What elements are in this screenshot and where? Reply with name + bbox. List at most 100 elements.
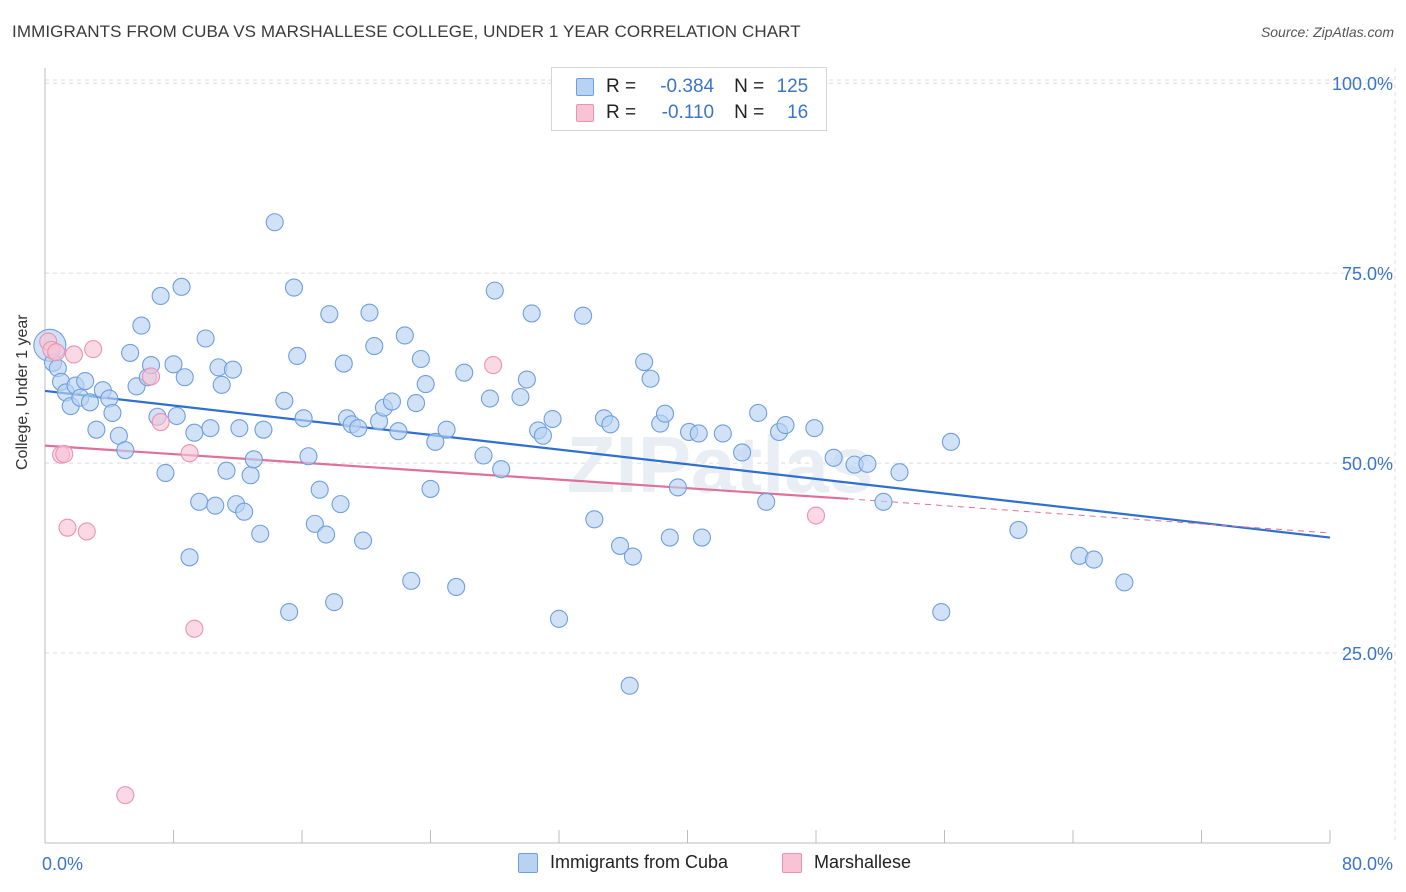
chart-title: IMMIGRANTS FROM CUBA VS MARSHALLESE COLL… bbox=[12, 22, 801, 41]
point-cuba bbox=[275, 391, 294, 410]
point-cuba bbox=[305, 514, 324, 533]
point-cuba bbox=[365, 337, 384, 356]
point-cuba bbox=[805, 419, 824, 438]
point-marshallese bbox=[77, 522, 96, 541]
point-cuba bbox=[206, 496, 225, 515]
point-marshallese bbox=[484, 356, 503, 375]
point-cuba bbox=[941, 432, 960, 451]
point-cuba bbox=[395, 326, 414, 345]
point-cuba bbox=[265, 213, 284, 232]
legend-r-label: R = bbox=[606, 76, 637, 97]
point-cuba bbox=[217, 461, 236, 480]
point-cuba bbox=[288, 346, 307, 366]
point-cuba bbox=[185, 423, 204, 442]
point-cuba bbox=[692, 528, 712, 547]
point-cuba bbox=[167, 406, 186, 426]
point-marshallese bbox=[116, 786, 135, 805]
point-cuba bbox=[1009, 520, 1028, 540]
point-cuba bbox=[623, 547, 642, 566]
point-cuba bbox=[485, 281, 504, 300]
point-cuba bbox=[230, 419, 249, 438]
legend-r-value: -0.110 bbox=[661, 102, 715, 123]
point-cuba bbox=[533, 426, 552, 445]
point-cuba bbox=[201, 419, 220, 438]
point-cuba bbox=[601, 415, 620, 434]
point-cuba bbox=[406, 394, 426, 413]
point-cuba bbox=[411, 349, 430, 369]
point-cuba bbox=[776, 416, 795, 435]
point-cuba bbox=[235, 502, 254, 521]
gridlines bbox=[45, 68, 1396, 843]
point-cuba bbox=[254, 420, 273, 439]
point-cuba bbox=[196, 329, 215, 348]
point-cuba bbox=[480, 389, 499, 408]
point-marshallese bbox=[64, 345, 83, 364]
point-cuba bbox=[668, 478, 687, 497]
point-cuba bbox=[585, 510, 604, 529]
x-tick-label-max: 80.0% bbox=[1342, 854, 1393, 874]
point-marshallese bbox=[806, 506, 826, 525]
series-label-cuba: Immigrants from Cuba bbox=[550, 852, 729, 872]
point-cuba bbox=[349, 419, 368, 438]
legend-r-value: -0.384 bbox=[660, 76, 715, 97]
point-cuba bbox=[655, 404, 675, 423]
point-cuba bbox=[156, 463, 175, 483]
series-label-marshallese: Marshallese bbox=[814, 852, 912, 872]
point-marshallese bbox=[55, 444, 74, 464]
point-cuba bbox=[455, 363, 474, 382]
point-cuba bbox=[416, 375, 435, 394]
point-marshallese bbox=[180, 444, 199, 463]
point-cuba bbox=[132, 316, 151, 335]
trend-extension-marshallese bbox=[848, 498, 1331, 534]
series-legend: Immigrants from Cuba Marshallese bbox=[0, 852, 1406, 876]
point-cuba bbox=[284, 278, 304, 297]
point-cuba bbox=[511, 387, 530, 407]
point-cuba bbox=[890, 463, 909, 482]
point-cuba bbox=[858, 454, 877, 473]
series-swatch-cuba bbox=[518, 852, 538, 873]
point-cuba bbox=[426, 432, 445, 451]
correlation-legend: R = -0.384 N = 125 R = -0.110 N = 16 bbox=[551, 67, 827, 131]
point-cuba bbox=[80, 393, 100, 412]
point-cuba bbox=[402, 571, 421, 590]
point-cuba bbox=[175, 368, 194, 387]
point-cuba bbox=[574, 306, 593, 325]
trend-line-cuba bbox=[44, 389, 1331, 539]
trend-lines bbox=[44, 389, 1331, 539]
point-cuba bbox=[1084, 550, 1103, 569]
point-cuba bbox=[223, 360, 242, 379]
point-cuba bbox=[151, 286, 170, 305]
source-prefix: Source: bbox=[1260, 24, 1314, 40]
point-cuba bbox=[172, 277, 191, 296]
point-marshallese bbox=[84, 340, 103, 359]
tick-labels: 25.0% 50.0% 75.0% 100.0% 0.0% 80.0% bbox=[42, 74, 1393, 874]
point-cuba bbox=[874, 492, 893, 511]
point-cuba bbox=[353, 531, 373, 550]
point-cuba bbox=[492, 460, 511, 479]
series-legend-item-cuba: Immigrants from Cuba bbox=[518, 852, 728, 873]
point-cuba bbox=[299, 447, 318, 466]
point-cuba bbox=[620, 676, 639, 695]
y-tick-label: 25.0% bbox=[1342, 644, 1393, 664]
point-cuba bbox=[437, 420, 456, 439]
point-cuba bbox=[360, 303, 379, 322]
point-cuba bbox=[103, 403, 122, 423]
point-cuba bbox=[87, 420, 106, 439]
point-cuba bbox=[543, 409, 562, 429]
legend-n-label: N = bbox=[734, 76, 765, 97]
point-cuba bbox=[713, 424, 732, 443]
legend-swatch-cuba bbox=[576, 78, 594, 96]
point-cuba bbox=[389, 422, 408, 441]
point-cuba bbox=[317, 525, 336, 544]
point-cuba bbox=[421, 479, 440, 498]
point-cuba bbox=[517, 370, 536, 389]
point-cuba bbox=[180, 548, 199, 567]
point-cuba bbox=[641, 369, 660, 388]
point-cuba bbox=[294, 409, 313, 428]
point-cuba bbox=[733, 443, 752, 462]
point-cuba bbox=[522, 304, 541, 323]
y-tick-label: 50.0% bbox=[1342, 454, 1393, 474]
legend-row-cuba: R = -0.384 N = 125 bbox=[576, 76, 808, 98]
point-marshallese bbox=[151, 413, 170, 432]
